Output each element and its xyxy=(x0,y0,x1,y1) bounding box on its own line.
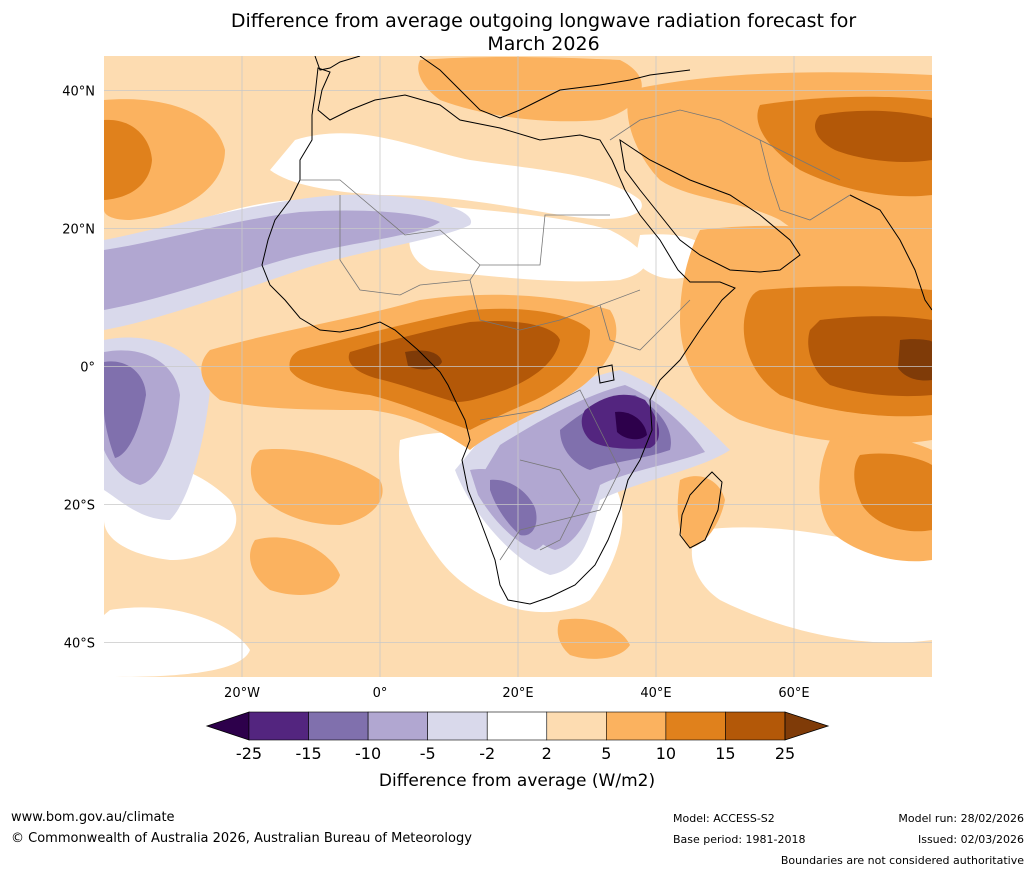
lat-tick-label: 0° xyxy=(80,361,95,376)
colorbar-over-extension xyxy=(784,711,830,741)
boundary-south-asia xyxy=(759,139,851,221)
boundary-central-africa xyxy=(469,279,641,331)
lat-tick-label: 20°N xyxy=(62,223,95,238)
colorbar-swatch xyxy=(606,711,667,741)
lon-tick-label: 60°E xyxy=(778,686,809,701)
colorbar-swatch xyxy=(665,711,726,741)
colorbar-swatch xyxy=(486,711,548,741)
footer-copyright: © Commonwealth of Australia 2026, Austra… xyxy=(11,831,472,846)
footer-url[interactable]: www.bom.gov.au/climate xyxy=(11,810,175,825)
contour-positive-southwest-asia-peak xyxy=(815,110,932,162)
plot-area xyxy=(104,56,932,677)
contour-positive-southern-ocean xyxy=(557,618,630,659)
colorbar: -25 -15 -10 -5 -2 2 5 10 15 25 xyxy=(205,711,830,763)
mediterranean-north-coastline xyxy=(419,56,691,119)
europe-coastline xyxy=(314,56,361,71)
latitude-labels: 40°N 20°N 0° 20°S 40°S xyxy=(62,85,95,652)
boundary-southern-africa xyxy=(479,389,621,561)
contour-positive-arabian-sea-core xyxy=(808,316,932,397)
contour-negative-equatorial-atlantic-peak xyxy=(104,361,146,458)
colorbar-level-label: 10 xyxy=(656,744,676,763)
footer-model-run: Model run: 28/02/2026 xyxy=(898,812,1024,825)
madagascar-coastline xyxy=(679,471,723,549)
contour-positive-mediterranean xyxy=(418,57,642,122)
colorbar-swatch xyxy=(427,711,488,741)
boundary-southern-africa-inner xyxy=(519,459,581,551)
colorbar-swatch xyxy=(546,711,607,741)
lon-tick-label: 20°W xyxy=(224,686,260,701)
contour-positive-gulf-of-guinea-core xyxy=(348,320,560,402)
colorbar-swatch xyxy=(308,711,369,741)
footer-issued: Issued: 02/03/2026 xyxy=(917,833,1024,846)
graticule xyxy=(104,56,932,677)
chart-title: Difference from average outgoing longwav… xyxy=(0,10,1035,56)
anomaly-contours xyxy=(104,57,932,677)
lat-tick-label: 40°N xyxy=(62,85,95,100)
contour-negative-southern-africa-core xyxy=(490,479,537,536)
colorbar-level-label: 25 xyxy=(775,744,795,763)
colorbar-level-label: -25 xyxy=(236,744,262,763)
contour-positive-south-atlantic xyxy=(250,449,383,525)
colorbar-swatch xyxy=(725,711,786,741)
longitude-labels: 20°W 0° 20°E 40°E 60°E xyxy=(224,686,810,701)
contour-negative-atlantic-band-core xyxy=(104,210,440,310)
colorbar-level-label: 15 xyxy=(715,744,735,763)
arabian-peninsula-coastline xyxy=(619,138,801,273)
boundary-middle-east xyxy=(609,109,841,181)
colorbar-level-label: -15 xyxy=(295,744,321,763)
contour-near-zero-sahara xyxy=(270,133,642,220)
contour-positive-madagascar xyxy=(677,476,725,548)
coastlines xyxy=(261,56,932,605)
colorbar-level-label: 5 xyxy=(601,744,611,763)
colorbar-title: Difference from average (W/m2) xyxy=(379,771,655,791)
lat-tick-label: 20°S xyxy=(64,499,95,514)
footer-boundaries-note: Boundaries are not considered authoritat… xyxy=(780,854,1024,867)
footer-base-period: Base period: 1981-2018 xyxy=(673,833,806,846)
title-line-1: Difference from average outgoing longwav… xyxy=(230,10,857,32)
contour-positive-south-indian-ocean-core xyxy=(854,453,932,532)
colorbar-level-label: -5 xyxy=(420,744,436,763)
country-boundaries xyxy=(300,109,851,561)
colorbar-level-label: 2 xyxy=(542,744,552,763)
colorbar-swatch xyxy=(367,711,428,741)
lon-tick-label: 0° xyxy=(373,686,388,701)
colorbar-level-label: -10 xyxy=(355,744,381,763)
india-coastline xyxy=(849,194,932,311)
contour-positive-north-atlantic-core xyxy=(104,119,152,200)
boundary-east-africa xyxy=(599,299,691,351)
africa-coastline xyxy=(261,67,736,605)
colorbar-under-extension xyxy=(205,711,250,741)
lon-tick-label: 20°E xyxy=(502,686,533,701)
lat-tick-label: 40°S xyxy=(64,637,95,652)
contour-positive-south-atlantic-south xyxy=(250,537,340,595)
lake-victoria xyxy=(597,364,615,384)
colorbar-level-label: -2 xyxy=(479,744,495,763)
footer-model: Model: ACCESS-S2 xyxy=(673,812,775,825)
contour-positive-arabian-sea-peak xyxy=(898,339,932,381)
boundary-north-africa xyxy=(300,179,610,266)
contour-negative-east-africa-peak xyxy=(615,411,647,440)
title-line-2: March 2026 xyxy=(487,33,600,55)
lon-tick-label: 40°E xyxy=(640,686,671,701)
contour-near-zero-indian-ocean-south xyxy=(691,527,932,643)
colorbar-swatch xyxy=(248,711,309,741)
